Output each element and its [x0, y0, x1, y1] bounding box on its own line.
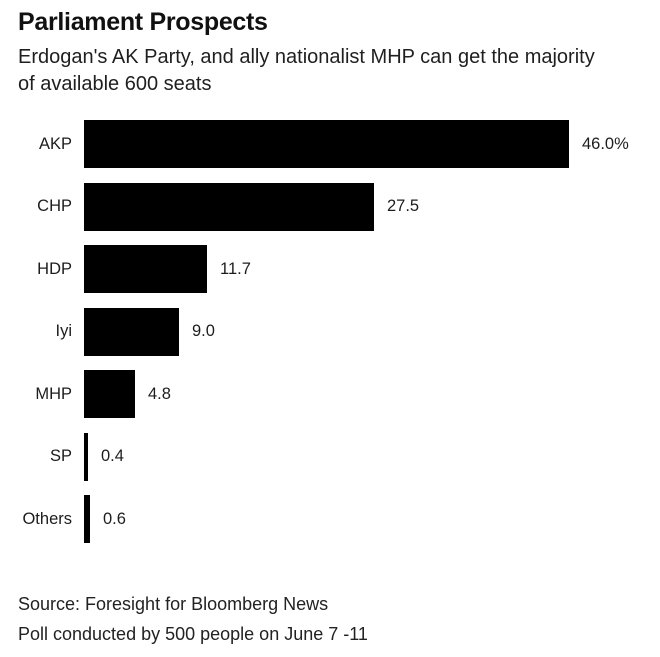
value-label: 11.7	[220, 259, 251, 278]
value-label: 4.8	[148, 384, 171, 403]
source-line: Source: Foresight for Bloomberg News	[18, 594, 329, 614]
bar-row: AKP 46.0%	[0, 113, 660, 176]
bar	[84, 120, 569, 169]
bar-row: Iyi 9.0	[0, 301, 660, 364]
poll-note-line: Poll conducted by 500 people on June 7 -…	[18, 624, 368, 644]
bar	[84, 245, 207, 294]
bar-row: SP 0.4	[0, 426, 660, 489]
value-label: 0.4	[101, 447, 124, 466]
chart-subtitle: Erdogan's AK Party, and ally nationalist…	[18, 44, 595, 98]
category-label: MHP	[35, 384, 72, 403]
category-label: AKP	[38, 134, 72, 153]
category-label: Others	[22, 509, 72, 528]
bar	[84, 432, 88, 481]
category-label: CHP	[37, 197, 72, 216]
category-label: SP	[49, 447, 72, 466]
value-label: 46.0%	[582, 134, 629, 153]
chart-title: Parliament Prospects	[18, 8, 268, 36]
value-label: 0.6	[103, 509, 126, 528]
bar-rows: AKP 46.0% CHP 27.5 HDP 11.7 Iyi 9.0 MHP 4.8 SP 0.4 O…	[0, 113, 660, 551]
bar	[84, 182, 374, 231]
bar-row: CHP 27.5	[0, 176, 660, 239]
category-label: HDP	[37, 259, 72, 278]
chart-subtitle-line-2: of available 600 seats	[18, 73, 212, 95]
bar	[84, 370, 135, 419]
bar-row: HDP 11.7	[0, 238, 660, 301]
chart-footer: Source: Foresight for Bloomberg News Pol…	[18, 589, 368, 649]
bar	[84, 307, 179, 356]
bar-row: MHP 4.8	[0, 363, 660, 426]
bar	[84, 495, 90, 544]
category-label: Iyi	[55, 322, 73, 341]
chart-subtitle-line-1: Erdogan's AK Party, and ally nationalist…	[18, 46, 595, 68]
value-label: 9.0	[192, 322, 215, 341]
bar-row: Others 0.6	[0, 488, 660, 551]
value-label: 27.5	[387, 197, 420, 216]
